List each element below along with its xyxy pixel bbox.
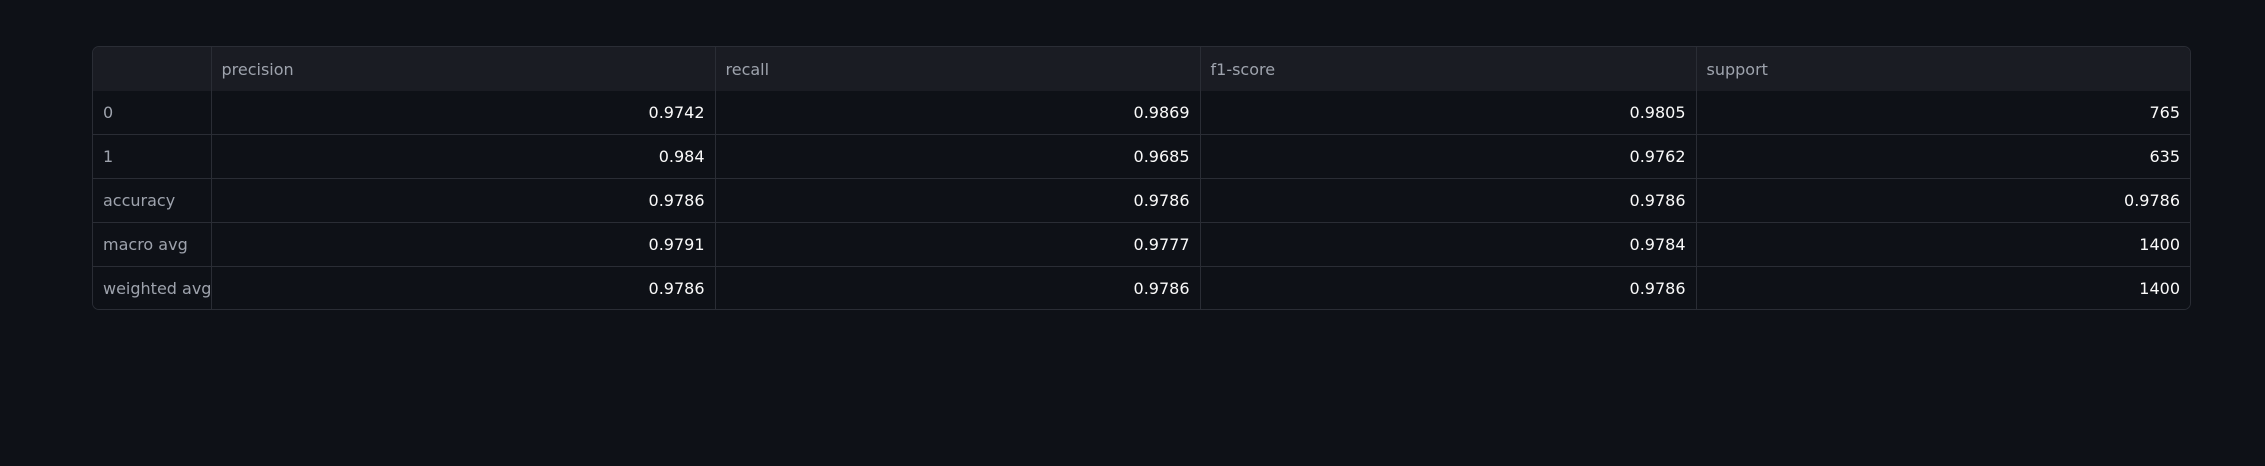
table-cell[interactable]: 1400 (1696, 222, 2190, 267)
table-row: weighted avg 0.9786 0.9786 0.9786 1400 (93, 266, 2190, 309)
column-header-f1-score[interactable]: f1-score (1200, 47, 1697, 91)
table-cell[interactable]: 0.9786 (211, 178, 716, 223)
column-header-recall[interactable]: recall (715, 47, 1201, 91)
table-row: macro avg 0.9791 0.9777 0.9784 1400 (93, 222, 2190, 267)
table-header: precision recall f1-score support (93, 47, 2190, 91)
classification-report-table: precision recall f1-score support 0 0.97… (92, 46, 2191, 310)
table-cell[interactable]: 0.984 (211, 134, 716, 179)
table-cell[interactable]: 0.9786 (1200, 266, 1697, 309)
table-cell[interactable]: 0.9786 (715, 266, 1201, 309)
table-cell[interactable]: 0.9786 (1200, 178, 1697, 223)
table-cell[interactable]: 0.9869 (715, 91, 1201, 135)
table-row: accuracy 0.9786 0.9786 0.9786 0.9786 (93, 178, 2190, 223)
row-index-label: macro avg (93, 222, 212, 267)
table-row: 1 0.984 0.9685 0.9762 635 (93, 134, 2190, 179)
column-header-support[interactable]: support (1696, 47, 2190, 91)
header-row: precision recall f1-score support (93, 47, 2190, 91)
table-cell[interactable]: 1400 (1696, 266, 2190, 309)
table-cell[interactable]: 0.9762 (1200, 134, 1697, 179)
index-header (93, 47, 212, 91)
table-body: 0 0.9742 0.9869 0.9805 765 1 0.984 0.968… (93, 91, 2190, 309)
dataframe-table: precision recall f1-score support 0 0.97… (93, 47, 2190, 309)
row-index-label: accuracy (93, 178, 212, 223)
table-cell[interactable]: 0.9805 (1200, 91, 1697, 135)
table-cell[interactable]: 0.9742 (211, 91, 716, 135)
table-cell[interactable]: 0.9786 (1696, 178, 2190, 223)
row-index-label: 0 (93, 91, 212, 135)
row-index-label: weighted avg (93, 266, 212, 309)
table-cell[interactable]: 0.9784 (1200, 222, 1697, 267)
table-cell[interactable]: 0.9685 (715, 134, 1201, 179)
table-cell[interactable]: 0.9791 (211, 222, 716, 267)
row-index-label: 1 (93, 134, 212, 179)
column-header-precision[interactable]: precision (211, 47, 716, 91)
table-cell[interactable]: 635 (1696, 134, 2190, 179)
table-cell[interactable]: 765 (1696, 91, 2190, 135)
table-cell[interactable]: 0.9786 (211, 266, 716, 309)
table-row: 0 0.9742 0.9869 0.9805 765 (93, 91, 2190, 135)
table-cell[interactable]: 0.9786 (715, 178, 1201, 223)
table-cell[interactable]: 0.9777 (715, 222, 1201, 267)
